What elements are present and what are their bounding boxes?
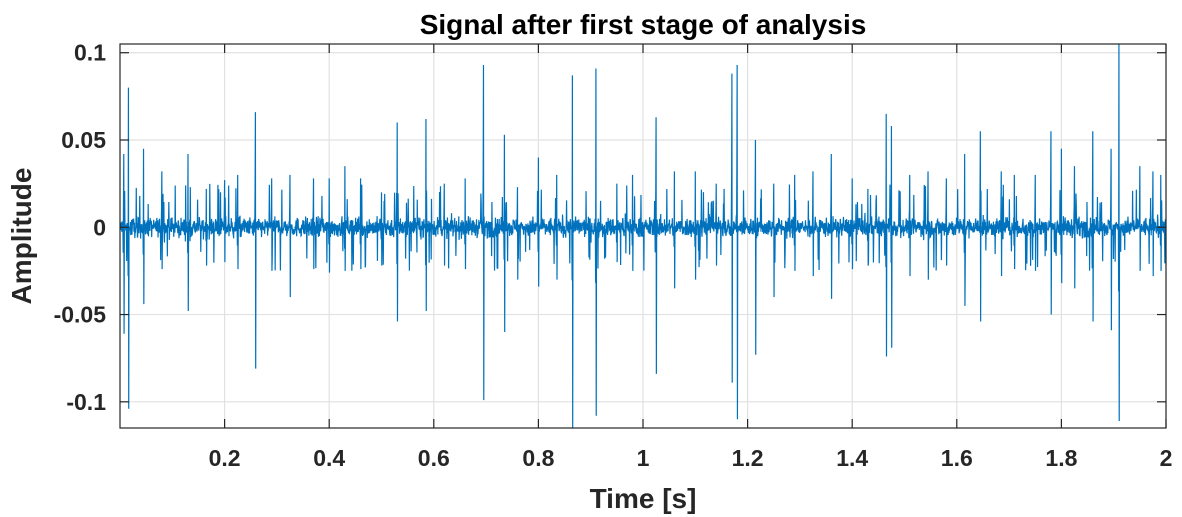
x-tick-label: 1.8	[1045, 445, 1077, 471]
y-tick-label: -0.1	[66, 389, 106, 415]
x-tick-label: 1	[637, 445, 650, 471]
y-tick-label: 0.1	[74, 40, 106, 66]
y-tick-label: 0	[93, 214, 106, 240]
x-tick-label: 1.2	[732, 445, 764, 471]
x-axis-label: Time [s]	[590, 483, 697, 514]
x-tick-label: 0.6	[418, 445, 450, 471]
chart-title: Signal after first stage of analysis	[420, 9, 867, 40]
x-tick-labels: 0.2 0.4 0.6 0.8 1 1.2 1.4 1.6 1.8 2	[209, 445, 1173, 471]
x-tick-label: 2	[1160, 445, 1173, 471]
signal-trace-layer	[119, 43, 1167, 429]
x-tick-label: 0.8	[522, 445, 554, 471]
y-tick-label: -0.05	[54, 302, 107, 328]
signal-trace	[119, 43, 1167, 429]
y-axis-label: Amplitude	[6, 168, 37, 305]
x-tick-label: 0.2	[209, 445, 241, 471]
y-tick-labels: 0.1 0.05 0 -0.05 -0.1	[54, 40, 107, 415]
x-tick-label: 0.4	[313, 445, 345, 471]
axis-ticks	[120, 44, 1167, 428]
x-tick-label: 1.6	[941, 445, 973, 471]
x-tick-label: 1.4	[836, 445, 868, 471]
y-tick-label: 0.05	[61, 127, 106, 153]
